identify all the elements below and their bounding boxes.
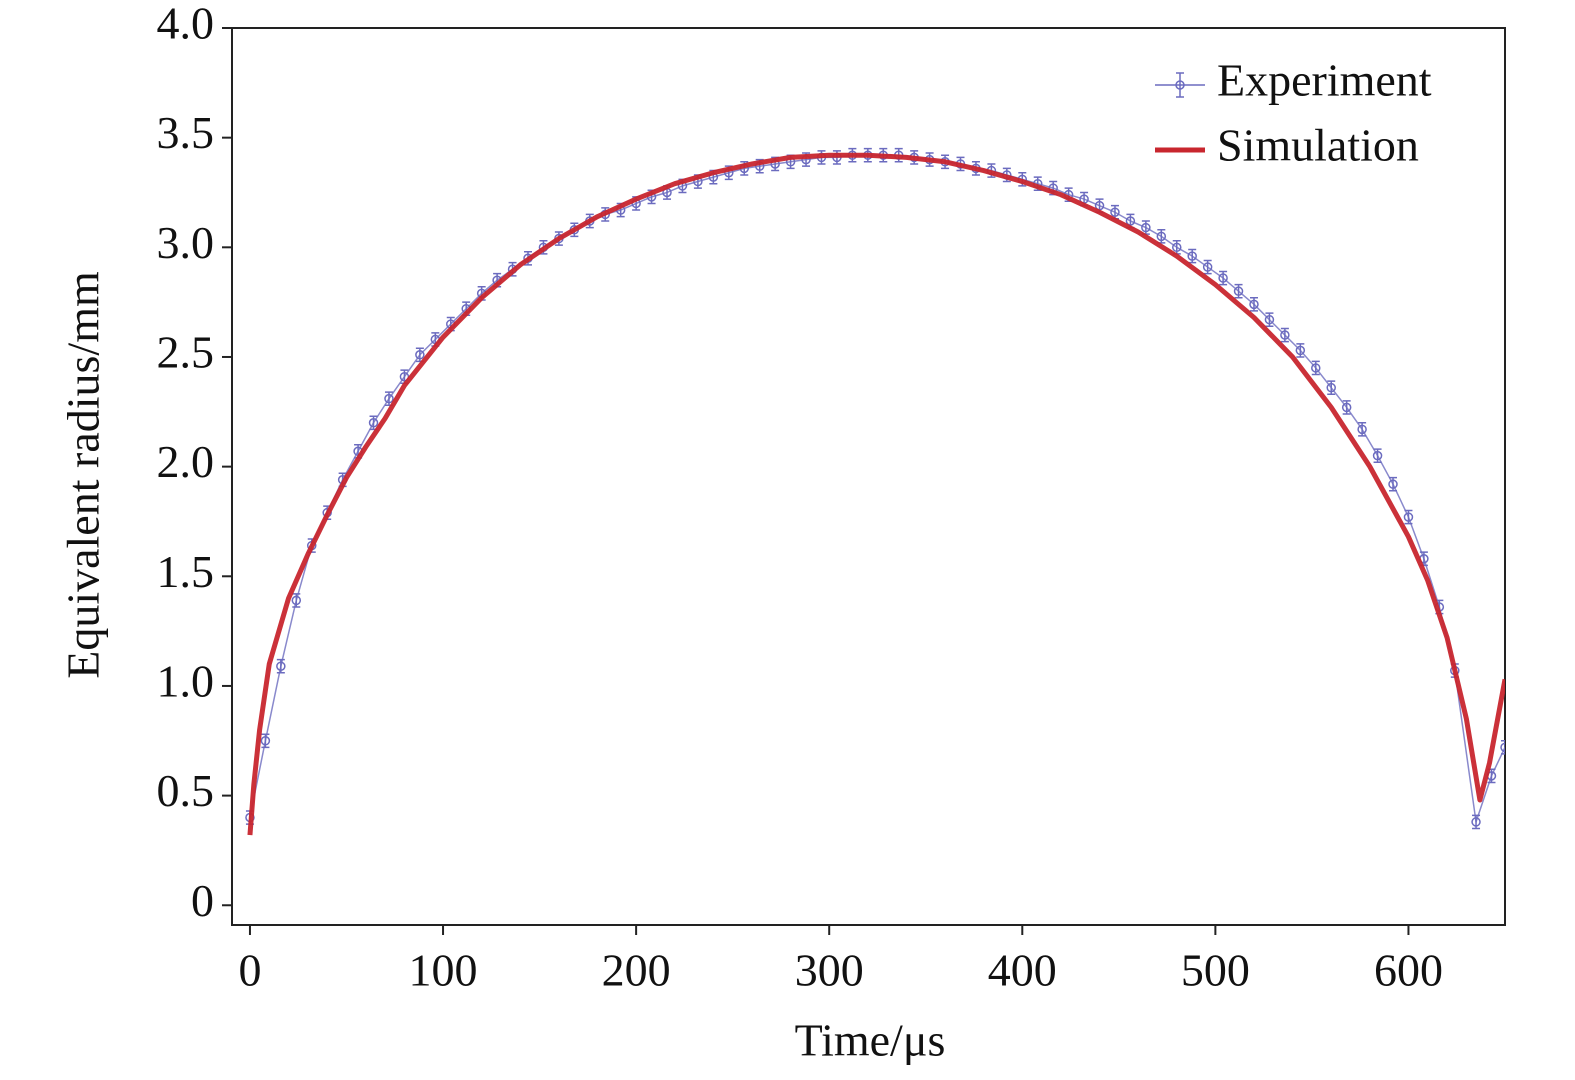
data-point: [384, 393, 394, 404]
x-tick-label: 0: [238, 945, 261, 996]
data-point: [1110, 207, 1120, 217]
y-tick-label: 0.5: [157, 765, 215, 816]
data-point: [1141, 222, 1151, 233]
x-tick-label: 500: [1181, 945, 1250, 996]
y-tick-label: 4.0: [157, 0, 215, 49]
data-point: [1388, 479, 1398, 489]
x-axis-label: Time/μs: [795, 1015, 946, 1066]
data-point: [1500, 742, 1505, 753]
y-tick-label: 1.5: [157, 546, 215, 597]
data-point: [368, 418, 379, 428]
y-tick-label: 3.0: [157, 217, 215, 268]
series-line: [249, 154, 1505, 823]
y-tick-label: 1.0: [157, 656, 215, 707]
data-point: [415, 350, 425, 360]
legend-label: Simulation: [1217, 120, 1419, 171]
data-point: [1326, 382, 1336, 393]
data-point: [260, 736, 271, 746]
y-tick-label: 0: [191, 875, 214, 926]
legend-error: [1176, 72, 1184, 98]
data-point: [1125, 216, 1136, 226]
data-point: [1295, 345, 1306, 356]
data-point: [1311, 363, 1321, 373]
data-point: [1403, 512, 1414, 522]
data-point: [1280, 330, 1290, 340]
data-point: [1357, 424, 1367, 435]
x-tick-label: 300: [795, 945, 864, 996]
data-point: [1264, 314, 1275, 325]
y-tick-label: 2.0: [157, 436, 215, 487]
y-tick-label: 3.5: [157, 107, 215, 158]
x-tick-label: 400: [988, 945, 1057, 996]
data-point: [276, 661, 286, 671]
data-point: [291, 595, 302, 606]
x-tick-label: 100: [409, 945, 478, 996]
data-point: [1172, 242, 1182, 253]
error-bar: [1501, 740, 1505, 755]
data-point: [1156, 231, 1167, 242]
series-line: [247, 152, 1505, 836]
x-tick-label: 600: [1374, 945, 1443, 996]
y-axis-label: Equivalent radius/mm: [58, 271, 109, 679]
legend-label: Experiment: [1217, 55, 1432, 106]
data-point: [1372, 450, 1383, 461]
data-point: [1218, 273, 1228, 283]
data-point: [1202, 262, 1213, 272]
data-point: [1249, 299, 1259, 310]
y-tick-label: 2.5: [157, 327, 215, 378]
plot-frame: [231, 27, 1506, 926]
data-point: [1187, 251, 1197, 261]
data-point: [1233, 286, 1244, 296]
data-point: [1341, 402, 1352, 413]
data-point: [1471, 817, 1481, 827]
x-tick-label: 200: [602, 945, 671, 996]
